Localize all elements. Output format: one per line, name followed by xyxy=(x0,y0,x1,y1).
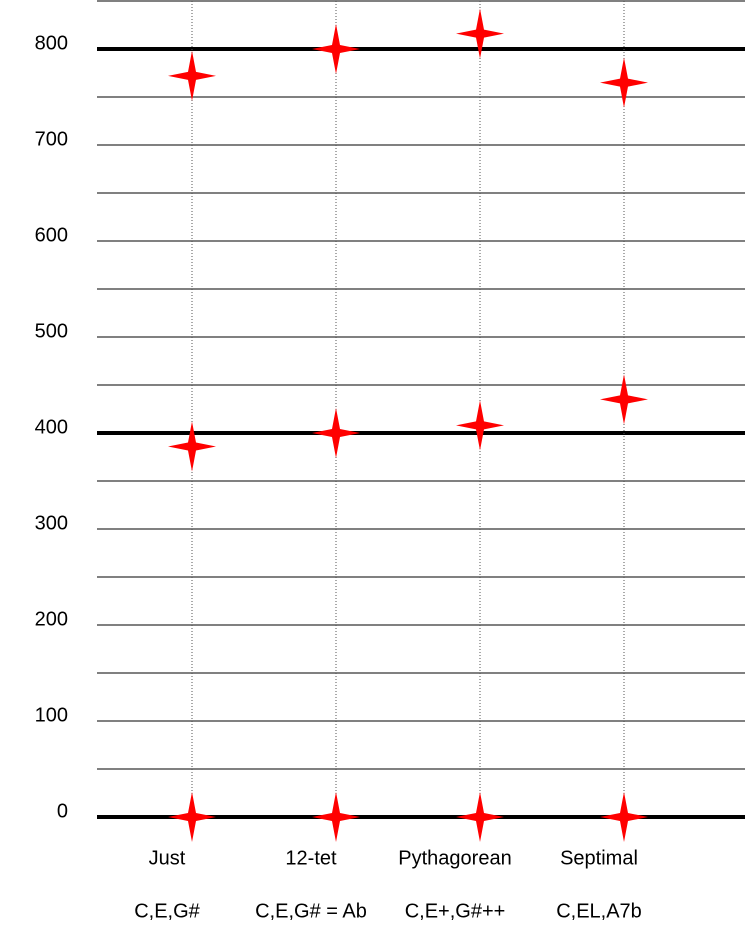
y-tick-label: 100 xyxy=(35,704,68,726)
star-marker xyxy=(600,792,648,842)
x-tick-label: Pythagorean xyxy=(398,847,511,869)
x-tick-label: Just xyxy=(149,847,186,869)
x-sublabel: C,E,G# xyxy=(134,900,200,922)
star-marker xyxy=(168,421,216,472)
y-tick-label: 300 xyxy=(35,512,68,534)
star-marker xyxy=(600,374,648,425)
y-tick-label: 200 xyxy=(35,608,68,630)
y-tick-label: 700 xyxy=(35,128,68,150)
y-tick-label: 0 xyxy=(57,800,68,822)
x-sublabel: C,EL,A7b xyxy=(556,900,642,922)
y-tick-label: 600 xyxy=(35,224,68,246)
x-sublabel: C,E+,G#++ xyxy=(405,900,506,922)
y-tick-label: 500 xyxy=(35,320,68,342)
x-sublabel: C,E,G# = Ab xyxy=(255,900,367,922)
star-marker xyxy=(312,24,360,74)
star-marker xyxy=(456,400,504,451)
x-tick-label: 12-tet xyxy=(285,847,337,869)
y-tick-label: 400 xyxy=(35,416,68,438)
star-marker xyxy=(600,57,648,108)
star-marker xyxy=(312,792,360,842)
y-tick-label: 800 xyxy=(35,32,68,54)
star-marker xyxy=(456,8,504,59)
star-marker xyxy=(168,792,216,842)
star-marker xyxy=(168,50,216,101)
star-marker xyxy=(312,408,360,458)
star-marker xyxy=(456,792,504,842)
x-tick-label: Septimal xyxy=(560,847,638,869)
